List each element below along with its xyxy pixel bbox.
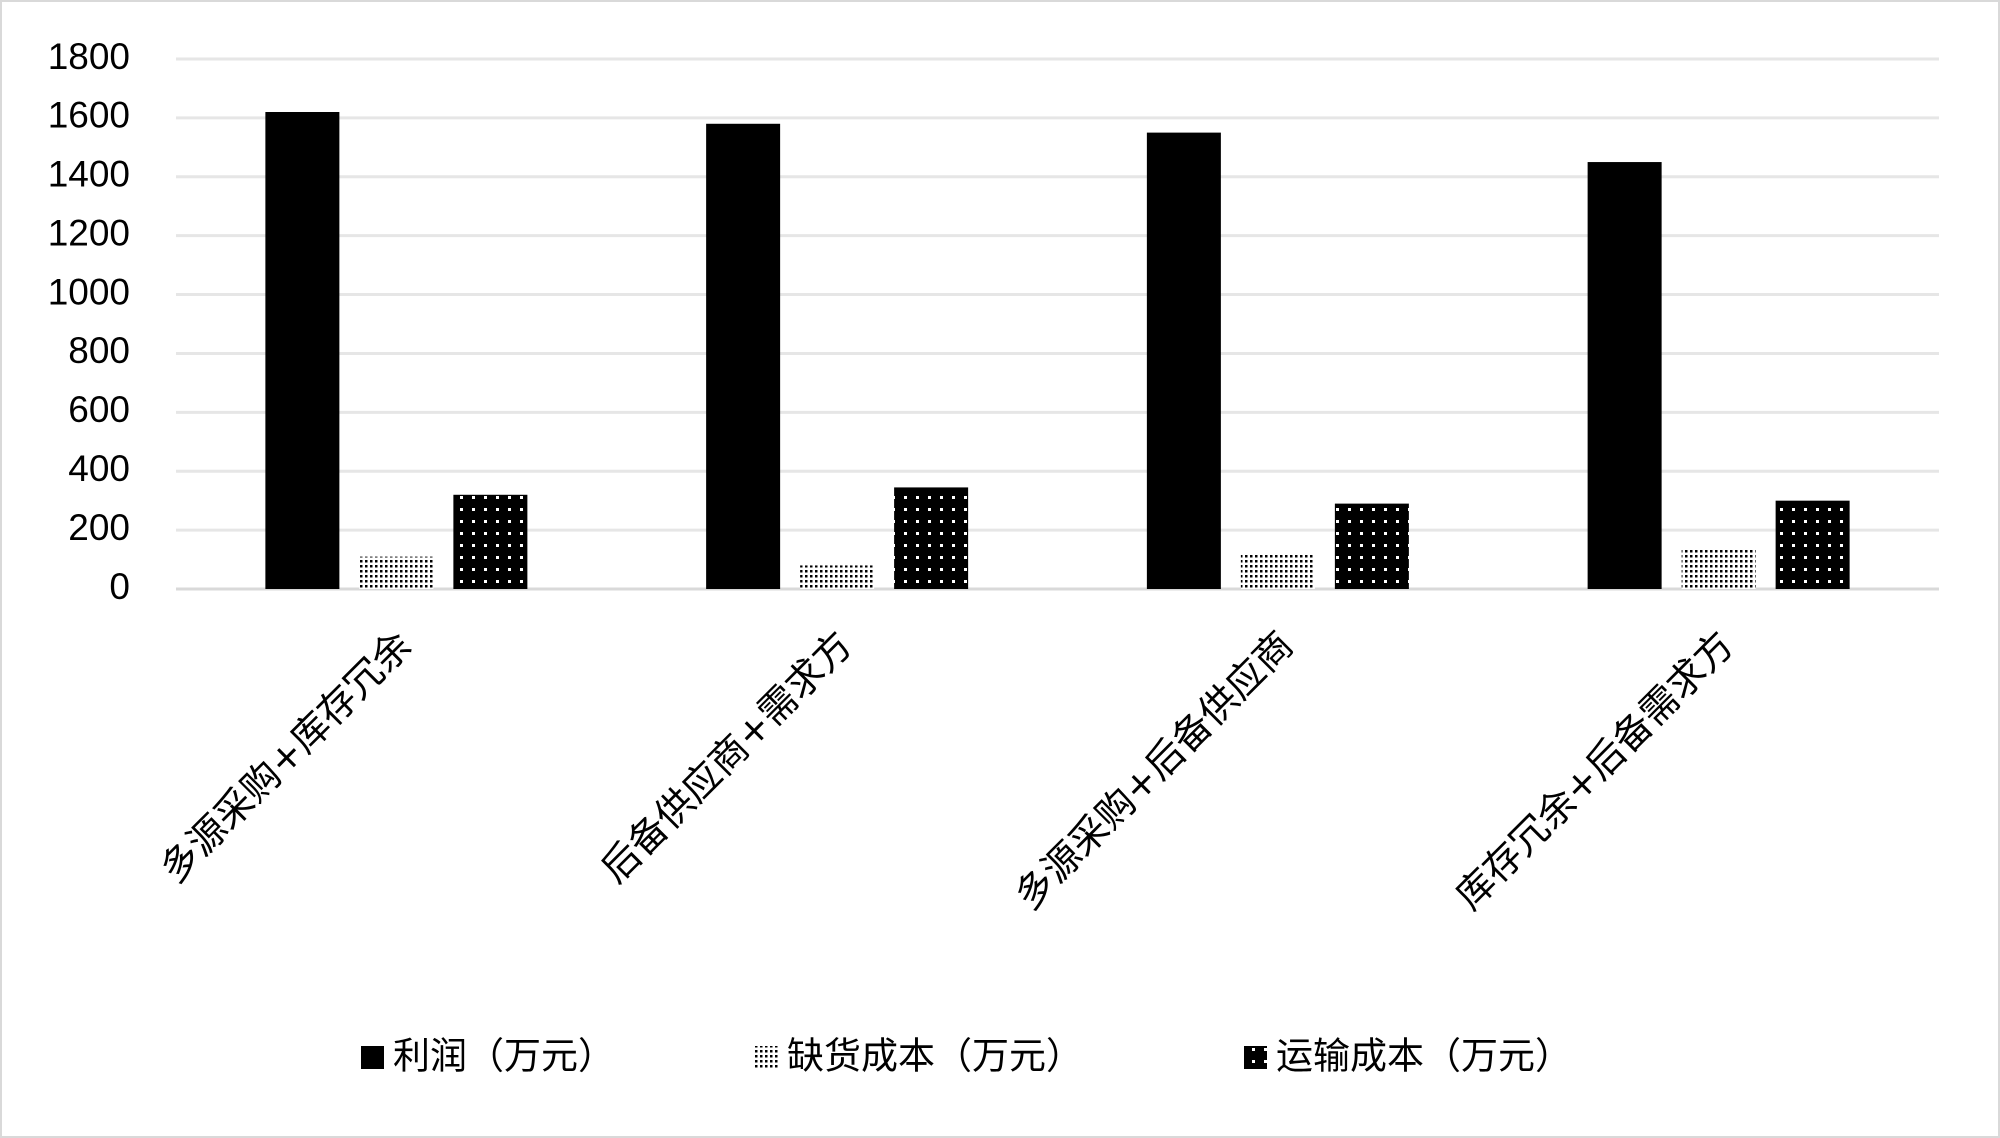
bar xyxy=(894,487,969,589)
bar xyxy=(706,123,781,590)
y-tick-label: 1400 xyxy=(48,154,130,195)
bar xyxy=(453,494,528,589)
bar xyxy=(1334,503,1409,589)
y-tick-label: 800 xyxy=(68,330,130,371)
bar xyxy=(800,565,875,589)
y-tick-label: 1800 xyxy=(48,36,130,77)
bar xyxy=(1775,500,1850,589)
y-tick-label: 200 xyxy=(68,507,130,548)
y-tick-label: 1600 xyxy=(48,95,130,136)
y-tick-label: 400 xyxy=(68,448,130,489)
legend-label: 运输成本（万元） xyxy=(1276,1035,1572,1078)
legend-marker xyxy=(755,1046,778,1069)
bar xyxy=(359,556,434,589)
y-tick-label: 600 xyxy=(68,389,130,430)
bar xyxy=(1587,162,1662,590)
legend-label: 缺货成本（万元） xyxy=(787,1035,1083,1078)
y-tick-label: 1000 xyxy=(48,271,130,312)
y-tick-label: 1200 xyxy=(48,212,130,253)
legend-marker xyxy=(1244,1046,1267,1069)
bar xyxy=(1681,547,1756,589)
legend-marker xyxy=(361,1046,384,1069)
bar xyxy=(265,112,340,589)
bar xyxy=(1146,132,1221,589)
y-tick-label: 0 xyxy=(109,566,130,607)
legend-label: 利润（万元） xyxy=(393,1035,615,1078)
bar xyxy=(1240,553,1315,589)
